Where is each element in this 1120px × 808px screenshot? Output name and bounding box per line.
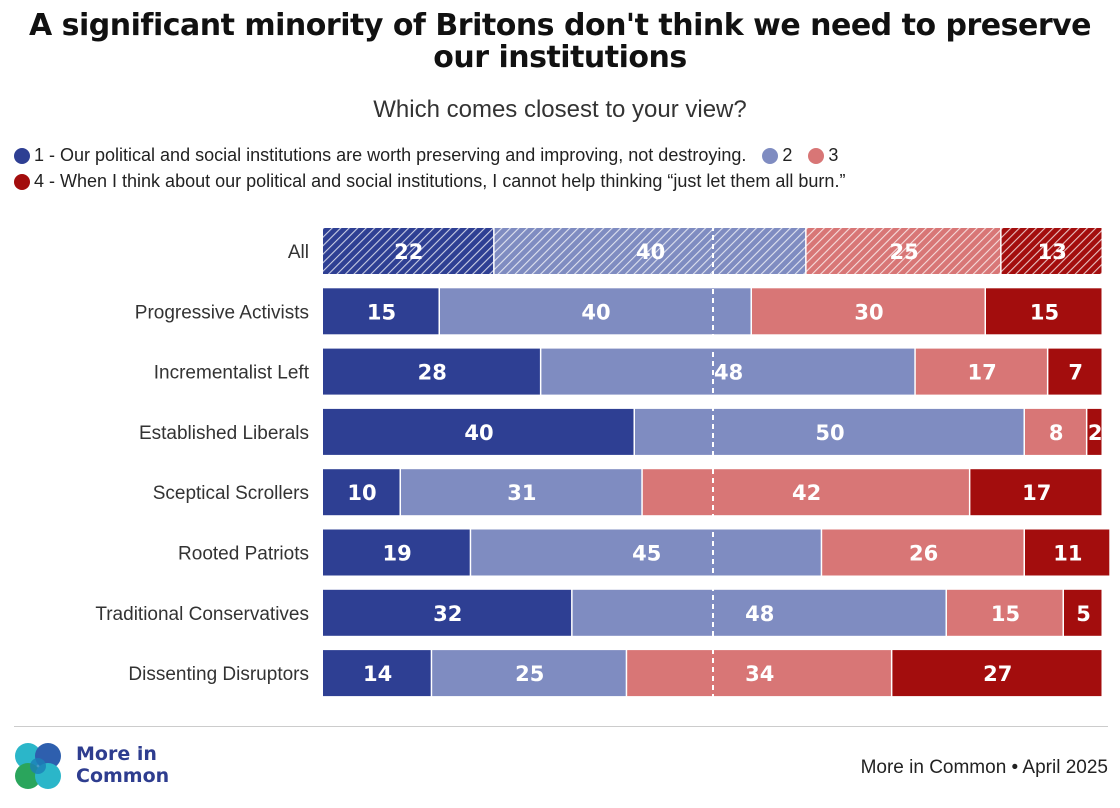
logo-line-1: More in [76, 743, 157, 765]
bar-value-label: 10 [347, 481, 376, 505]
category-label: Progressive Activists [135, 302, 309, 323]
bar-segment [541, 348, 915, 395]
bar-segment [892, 650, 1102, 697]
legend-swatch-4 [14, 173, 30, 190]
legend-row-2: 4 - When I think about our political and… [14, 171, 845, 192]
legend-label-1: 1 - Our political and social institution… [34, 145, 747, 165]
bar-value-label: 40 [464, 421, 493, 445]
bar-segment [822, 529, 1024, 576]
bar-value-label: 17 [967, 361, 996, 385]
category-label: All [288, 242, 309, 263]
legend-label-3: 3 [828, 145, 839, 165]
bar-segment [970, 469, 1102, 516]
legend-label-2: 2 [782, 145, 793, 165]
bar-segment [323, 228, 494, 274]
bar-segment [1001, 228, 1102, 274]
legend-swatch-1 [14, 147, 30, 164]
bar-value-label: 28 [418, 361, 447, 385]
bar-value-label: 30 [854, 300, 883, 324]
bar-value-label: 15 [367, 300, 396, 324]
bar-segment [323, 348, 540, 395]
source-note: More in Common • April 2025 [860, 757, 1108, 778]
bar-value-label: 32 [433, 602, 462, 626]
bar-segment [471, 529, 821, 576]
bar-value-label: 48 [714, 361, 743, 385]
bar-segment [806, 228, 1001, 274]
bar-value-label: 11 [1053, 542, 1082, 566]
bar-value-label: 27 [983, 662, 1012, 686]
bar-value-label: 5 [1076, 602, 1091, 626]
bar-value-label: 40 [636, 240, 665, 264]
bar-value-label: 31 [507, 481, 536, 505]
bar-segment [323, 469, 400, 516]
bar-value-label: 19 [382, 542, 411, 566]
bar-segment [323, 650, 431, 697]
bar-value-label: 2 [1088, 421, 1103, 445]
legend-row-1: 1 - Our political and social institution… [14, 145, 838, 166]
bar-value-label: 25 [889, 240, 918, 264]
bar-value-label: 42 [792, 481, 821, 505]
bar-value-label: 40 [581, 300, 610, 324]
category-label: Dissenting Disruptors [128, 664, 309, 685]
logo-line-2: Common [76, 765, 170, 787]
bar-segment [1087, 408, 1102, 455]
category-label: Incrementalist Left [154, 363, 310, 384]
bar-value-label: 7 [1068, 361, 1083, 385]
bar-segment [915, 348, 1047, 395]
bar-value-label: 25 [515, 662, 544, 686]
bar-segment [1025, 408, 1086, 455]
bar-segment [323, 408, 634, 455]
category-label: Sceptical Scrollers [153, 483, 309, 504]
bar-segment [323, 288, 439, 335]
bar-value-label: 8 [1049, 421, 1064, 445]
footer-divider [14, 726, 1108, 727]
bar-segment [401, 469, 642, 516]
bar-value-label: 48 [745, 602, 774, 626]
logo-text: More in Common [76, 743, 169, 787]
bar-segment [323, 589, 572, 636]
legend-swatch-3 [808, 147, 825, 164]
bar-segment [642, 469, 969, 516]
bar-segment [947, 589, 1063, 636]
bar-segment [440, 288, 751, 335]
bar-value-label: 22 [394, 240, 423, 264]
bar-segment [572, 589, 946, 636]
bar-value-label: 15 [1030, 300, 1059, 324]
bar-segment [986, 288, 1102, 335]
bar-segment [627, 650, 891, 697]
more-in-common-logo-icon [15, 743, 61, 789]
bar-segment [752, 288, 985, 335]
bar-segment [323, 529, 470, 576]
bar-segment [1048, 348, 1102, 395]
bar-segment [635, 408, 1024, 455]
legend-swatch-2 [762, 147, 779, 164]
chart-subtitle: Which comes closest to your view? [373, 96, 747, 123]
bar-value-label: 13 [1038, 240, 1067, 264]
bar-value-label: 15 [991, 602, 1020, 626]
bar-value-label: 14 [363, 662, 392, 686]
bar-value-label: 34 [745, 662, 774, 686]
category-label: Traditional Conservatives [95, 604, 309, 625]
bar-value-label: 26 [909, 542, 938, 566]
legend-label-4: 4 - When I think about our political and… [34, 171, 846, 191]
bar-value-label: 45 [632, 542, 661, 566]
bar-segment [494, 228, 806, 274]
bar-value-label: 50 [815, 421, 844, 445]
bar-value-label: 17 [1022, 481, 1051, 505]
bar-segment [432, 650, 626, 697]
category-label: Rooted Patriots [178, 544, 309, 565]
bar-segment [1025, 529, 1110, 576]
chart-title: A significant minority of Britons don't … [28, 8, 1092, 75]
category-label: Established Liberals [139, 423, 309, 444]
bar-segment [1064, 589, 1102, 636]
